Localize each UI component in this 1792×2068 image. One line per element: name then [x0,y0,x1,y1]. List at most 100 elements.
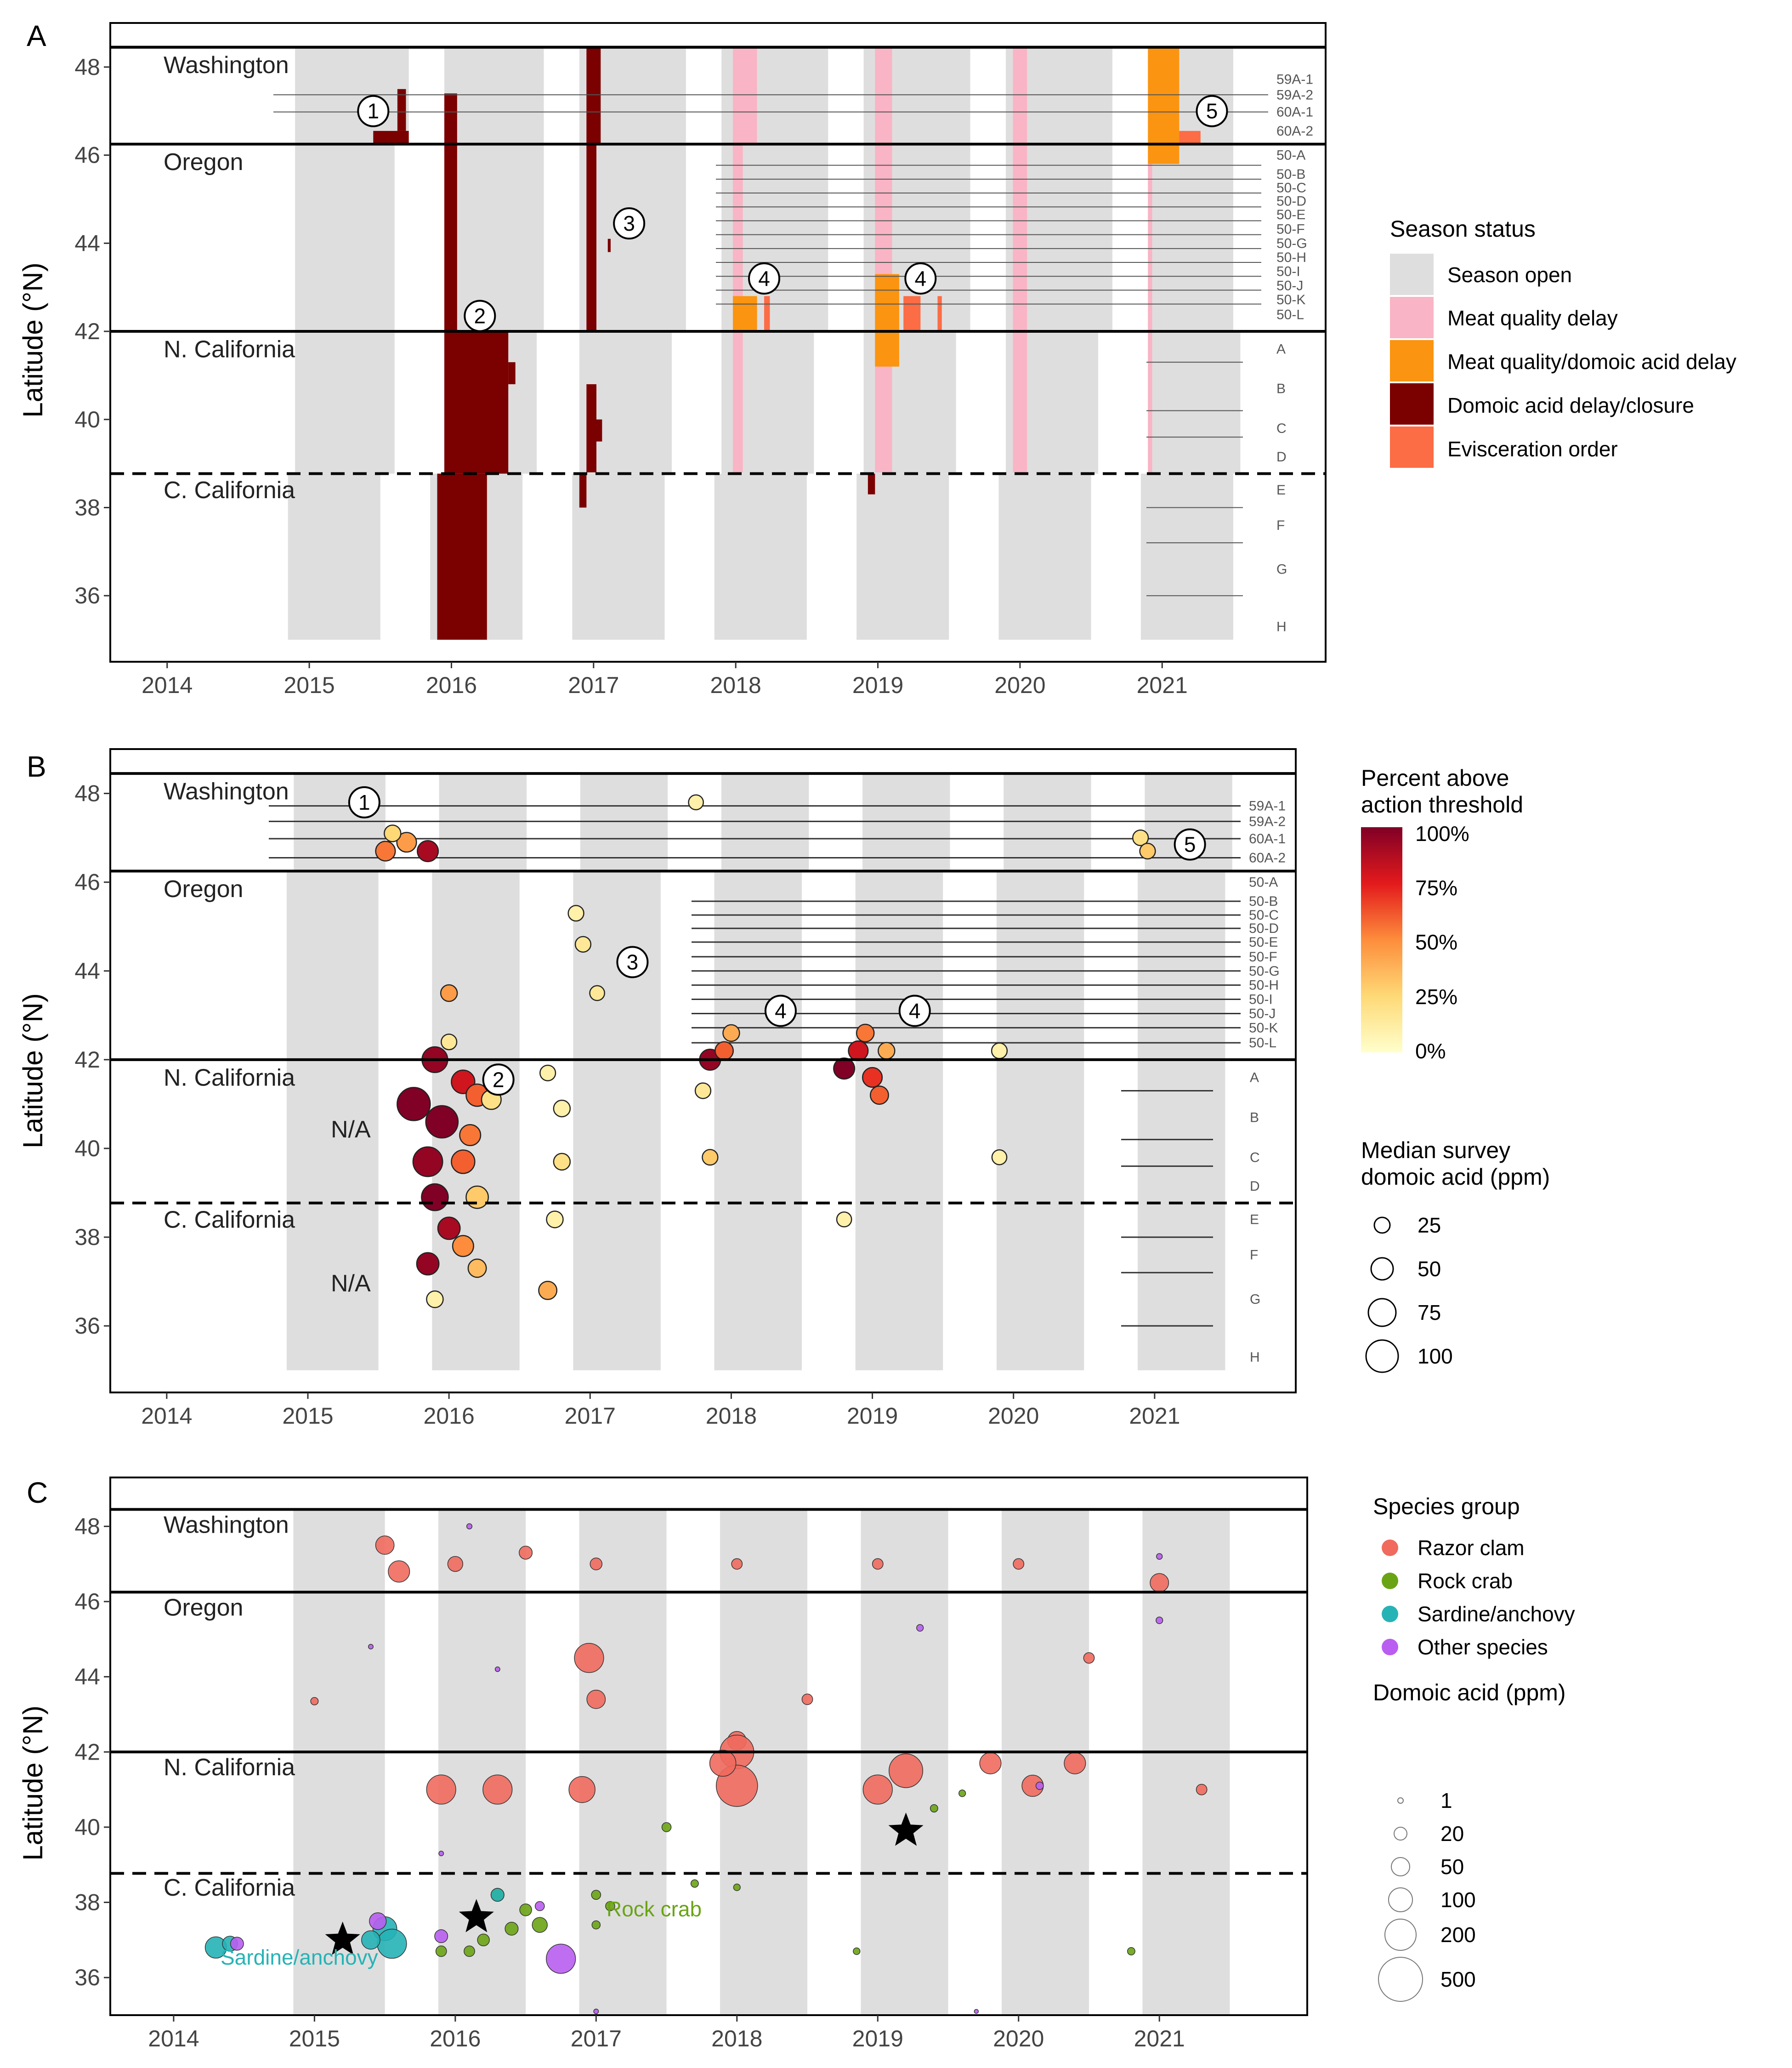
y-tick-label-46: 46 [74,142,100,168]
b-zone-label-59a-2: 59A-2 [1249,814,1286,829]
panel-b-letter: B [27,750,46,783]
c-point-rock-crab-12 [930,1804,938,1812]
y-tick-label-40: 40 [74,1814,100,1840]
size-legend-100: 100 [1418,1344,1453,1368]
c-point-razor-clam-21 [1064,1752,1086,1774]
legend-swatch-meat-quality [1390,297,1434,338]
b-point-19 [384,824,402,842]
c-point-razor-clam-0 [375,1535,395,1555]
season-status-legend-title: Season status [1390,216,1536,242]
zone-label-50-l: 50-L [1276,307,1304,323]
b-zone-label-50-l: 50-L [1249,1035,1276,1051]
c-point-other-species-0 [546,1943,576,1974]
zone-label-50-g: 50-G [1276,236,1307,251]
da-legend-title: Domoic acid (ppm) [1373,1680,1566,1705]
x-tick-label-2019: 2019 [852,672,903,698]
panel-b-region-labels: Washington Oregon N. California C. Californ… [164,778,295,1233]
median-da-legend-title-2: domoic acid (ppm) [1361,1164,1550,1190]
b-zone-label-h: H [1250,1350,1260,1365]
y-tick-label-36: 36 [74,1313,100,1339]
callout-label-3: 4 [758,267,770,290]
c-point-other-species-12 [438,1851,444,1857]
c-point-other-species-8 [494,1666,500,1672]
c-point-razor-clam-8 [1150,1573,1169,1592]
b-point-12 [452,1235,474,1257]
region-label-washington: Washington [164,1511,289,1538]
y-tick-label-38: 38 [74,1224,100,1250]
x-tick-label-2021: 2021 [1134,2026,1185,2051]
colorbar-tick-50: 50% [1415,930,1457,954]
legend-dot-rock-crab [1382,1573,1398,1589]
c-point-other-species-10 [916,1624,924,1632]
y-tick-label-44: 44 [74,230,100,256]
panel-a-letter: A [27,19,46,52]
x-tick-label-2020: 2020 [993,2026,1044,2051]
size-legend-50: 50 [1418,1257,1441,1281]
x-tick-label-2016: 2016 [426,672,477,698]
c-point-other-species-13 [593,2008,599,2014]
status-block-evisceration-order-22 [764,296,770,332]
zone-label-g: G [1276,562,1287,577]
zone-label-50-a: 50-A [1276,148,1305,163]
status-block-evisceration-order-25 [1179,131,1201,144]
b-callout-circle-4 [898,994,931,1027]
panel-b-legend: Percent above action threshold 100% 75% … [1361,765,1550,1373]
b-point-3 [412,1146,443,1177]
status-block-domoic-acid-delay-closure-5 [437,473,487,640]
callout-circle-2 [613,207,646,240]
legend-label-evisceration: Evisceration order [1447,437,1618,461]
season-open-c-california-3 [714,473,807,640]
b-callout-label-3: 4 [775,999,787,1023]
colorbar-tick-0: 0% [1415,1039,1446,1063]
c-point-other-species-11 [1156,1616,1163,1625]
b-point-1 [397,1087,431,1121]
region-label-oregon: Oregon [164,149,243,176]
b-point-26 [538,1280,558,1300]
c-point-razor-clam-3 [519,1545,533,1560]
b-zone-label-60a-2: 60A-2 [1249,851,1286,866]
y-tick-label-48: 48 [74,1513,100,1539]
zone-label-50-f: 50-F [1276,222,1305,237]
b-point-41 [878,1042,896,1060]
legend-label-da-closure: Domoic acid delay/closure [1447,393,1694,417]
season-open-b-wa-4 [862,773,950,871]
da-legend-1: 1 [1440,1789,1452,1812]
y-tick-label-48: 48 [74,54,100,80]
c-point-rock-crab-7 [591,1890,601,1900]
c-point-razor-clam-5 [731,1558,743,1570]
b-zone-label-e: E [1250,1212,1259,1227]
c-point-rock-crab-1 [519,1903,532,1916]
b-zone-label-50-i: 50-I [1249,992,1273,1007]
season-open-n-california-6 [1148,331,1241,474]
season-open-n-california-0 [295,331,395,474]
zone-label-d: D [1276,449,1287,465]
season-open-b-4 [855,871,943,1370]
zone-label-50-e: 50-E [1276,207,1305,222]
panel-c-region-labels: Washington Oregon N. California C. Californ… [164,1511,295,1901]
y-tick-label-36: 36 [74,1965,100,1990]
c-point-rock-crab-6 [464,1945,475,1957]
region-label-washington: Washington [164,778,289,805]
c-point-razor-clam-17 [426,1774,456,1805]
season-open-oregon-1 [444,144,544,332]
b-zone-label-50-c: 50-C [1249,908,1279,923]
y-tick-label-40: 40 [74,407,100,432]
c-point-razor-clam-1 [388,1560,410,1583]
b-point-38 [862,1067,883,1088]
status-block-meat-quality-domoic-acid-delay-20 [875,274,899,367]
x-tick-label-2019: 2019 [852,2026,903,2051]
c-point-razor-clam-9 [574,1643,604,1673]
c-point-razor-clam-14 [709,1750,737,1777]
percent-legend-title-2: action threshold [1361,792,1523,818]
zone-label-59a-2: 59A-2 [1276,87,1313,102]
b-panel-border [109,748,1297,1393]
status-block-evisceration-order-24 [937,296,942,332]
x-tick-label-2014: 2014 [148,2026,199,2051]
season-open-oregon-6 [1148,144,1233,332]
b-zone-label-50-g: 50-G [1249,964,1280,979]
x-tick-label-2015: 2015 [289,2026,340,2051]
season-open-c-california-2 [572,473,665,640]
zone-label-b: B [1276,381,1286,397]
c-point-rock-crab-3 [505,1921,519,1936]
